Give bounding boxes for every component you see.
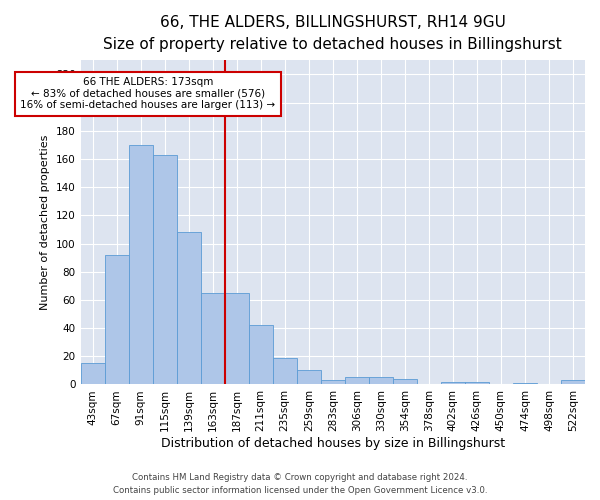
Bar [441, 382, 465, 384]
Y-axis label: Number of detached properties: Number of detached properties [40, 134, 50, 310]
Bar [224, 293, 249, 384]
Text: 66 THE ALDERS: 173sqm
← 83% of detached houses are smaller (576)
16% of semi-det: 66 THE ALDERS: 173sqm ← 83% of detached … [20, 77, 275, 110]
Bar [297, 370, 321, 384]
Bar [345, 378, 369, 384]
Bar [200, 293, 224, 384]
Bar [104, 255, 128, 384]
Bar [176, 232, 200, 384]
X-axis label: Distribution of detached houses by size in Billingshurst: Distribution of detached houses by size … [161, 437, 505, 450]
Bar [273, 358, 297, 384]
Bar [561, 380, 585, 384]
Bar [393, 379, 417, 384]
Title: 66, THE ALDERS, BILLINGSHURST, RH14 9GU
Size of property relative to detached ho: 66, THE ALDERS, BILLINGSHURST, RH14 9GU … [103, 15, 562, 52]
Bar [249, 326, 273, 384]
Bar [80, 364, 104, 384]
Bar [128, 145, 152, 384]
Bar [152, 154, 176, 384]
Text: Contains HM Land Registry data © Crown copyright and database right 2024.
Contai: Contains HM Land Registry data © Crown c… [113, 474, 487, 495]
Bar [513, 383, 537, 384]
Bar [321, 380, 345, 384]
Bar [369, 378, 393, 384]
Bar [465, 382, 489, 384]
